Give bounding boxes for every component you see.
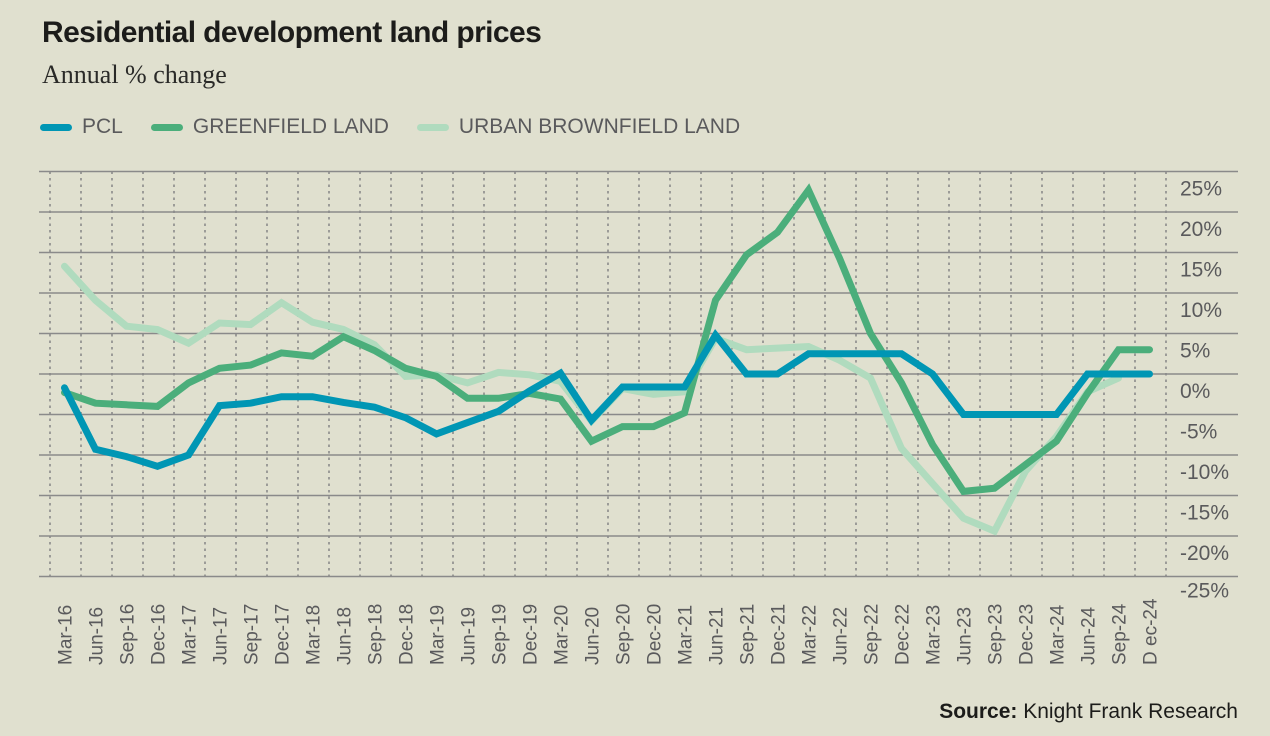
x-tick-label: Sep-24 (1110, 603, 1131, 665)
y-tick-label: 0% (1180, 380, 1210, 403)
y-tick-label: 15% (1180, 259, 1222, 282)
legend-label-pcl: PCL (82, 115, 123, 138)
x-tick-label: Mar-24 (1048, 604, 1069, 665)
y-tick-label: -10% (1180, 461, 1229, 484)
x-tick-label: Dec-17 (273, 604, 294, 665)
x-tick-label: Mar-17 (180, 605, 201, 665)
chart-title: Residential development land prices (42, 16, 542, 49)
x-tick-label: Jun-18 (335, 607, 356, 665)
legend-label-urban-brownfield: URBAN BROWNFIELD LAND (458, 115, 741, 138)
x-tick-label: Mar-19 (428, 605, 449, 665)
x-tick-label: Mar-22 (800, 605, 821, 665)
chart-subtitle: Annual % change (42, 60, 227, 89)
x-tick-label: Sep-20 (614, 604, 635, 665)
legend-item-greenfield: GREENFIELD LAND (150, 115, 389, 139)
legend-item-pcl: PCL (40, 115, 123, 139)
legend-swatch-urban-brownfield (416, 123, 449, 131)
y-tick-label: -25% (1180, 580, 1229, 603)
y-tick-label: 25% (1180, 178, 1222, 201)
y-tick-label: 10% (1180, 299, 1222, 322)
x-tick-label: Sep-17 (242, 604, 263, 665)
legend: PCL GREENFIELD LAND URBAN BROWNFIELD LAN… (40, 115, 768, 139)
source-text: Knight Frank Research (1023, 700, 1238, 723)
x-tick-label: Dec-16 (149, 604, 170, 665)
x-tick-label: D ec-24 (1141, 598, 1162, 665)
series-lines (61, 183, 1153, 536)
x-tick-label: Jun-23 (955, 607, 976, 665)
y-tick-label: -15% (1180, 502, 1229, 525)
legend-swatch-greenfield (150, 123, 183, 131)
x-tick-label: Dec-19 (521, 604, 542, 665)
x-tick-label: Sep-21 (738, 604, 759, 665)
x-tick-label: Sep-22 (862, 604, 883, 665)
x-tick-label: Jun-19 (459, 607, 480, 665)
series-line-pcl (61, 328, 1153, 470)
x-tick-label: Sep-23 (986, 604, 1007, 665)
x-tick-label: Dec-22 (893, 604, 914, 665)
x-tick-label: Jun-20 (583, 607, 604, 665)
y-tick-label: 5% (1180, 340, 1210, 363)
x-tick-label: Mar-21 (676, 605, 697, 665)
x-tick-label: Dec-18 (397, 604, 418, 665)
x-tick-label: Jun-22 (831, 607, 852, 665)
source-note: Source: Knight Frank Research (939, 700, 1238, 724)
source-label: Source: (939, 700, 1018, 723)
x-tick-label: Sep-16 (118, 604, 139, 665)
x-tick-label: Sep-19 (490, 604, 511, 665)
x-tick-label: Mar-23 (924, 605, 945, 665)
x-tick-label: Dec-23 (1017, 604, 1038, 665)
x-tick-label: Mar-20 (552, 605, 573, 665)
x-tick-label: Jun-21 (707, 607, 728, 665)
y-tick-label: -20% (1180, 542, 1229, 565)
y-tick-label: -5% (1180, 421, 1217, 444)
y-tick-label: 20% (1180, 218, 1222, 241)
x-tick-label: Jun-24 (1079, 606, 1100, 665)
x-tick-label: Mar-16 (56, 605, 77, 665)
x-tick-label: Dec-20 (645, 604, 666, 665)
legend-label-greenfield: GREENFIELD LAND (192, 115, 389, 138)
y-axis-ticks: 25% 20% 15% 10% 5% 0% -5% -10% -15% -20% -25% (1180, 178, 1229, 603)
x-tick-label: Jun-16 (87, 607, 108, 665)
series-line-greenfield-land (61, 183, 1153, 496)
x-tick-label: Mar-18 (304, 605, 325, 665)
x-tick-label: Jun-17 (211, 607, 232, 665)
x-tick-label: Dec-21 (769, 604, 790, 665)
legend-swatch-pcl (40, 123, 72, 131)
x-tick-label: Sep-18 (366, 604, 387, 665)
legend-item-urban-brownfield: URBAN BROWNFIELD LAND (416, 115, 741, 139)
x-axis-ticks: Mar-16 Jun-16 Sep-16 Dec-16 Mar-17 Jun-17 Sep-… (56, 598, 1162, 665)
